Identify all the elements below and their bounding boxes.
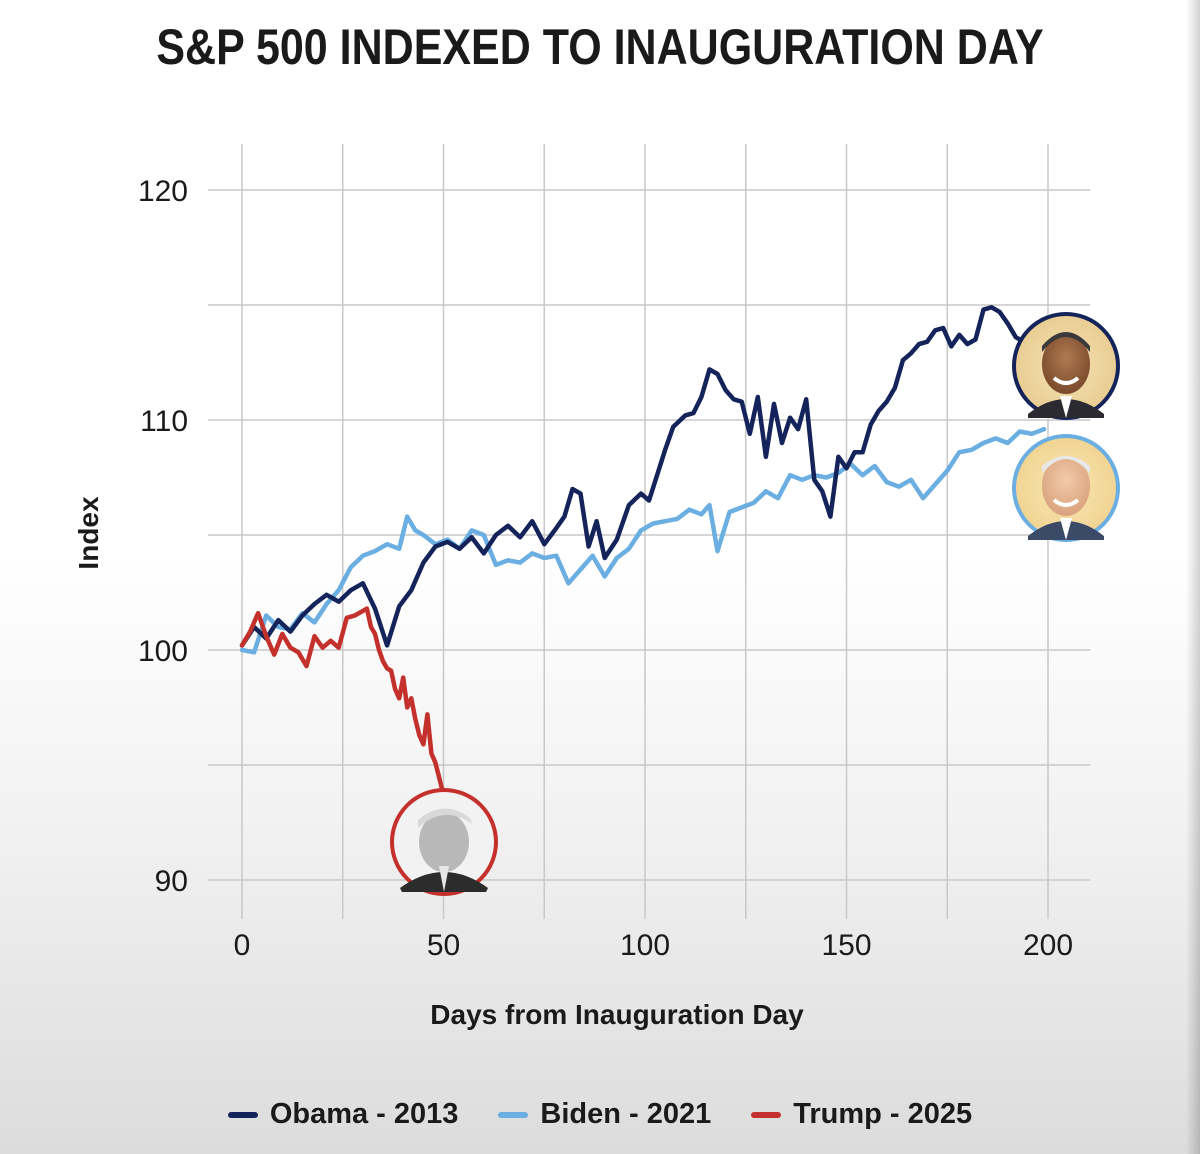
- tick-labels: 90 100 110 120 0 50 100 150 200: [138, 175, 1073, 962]
- legend-label: Obama - 2013: [269, 1098, 459, 1130]
- x-tick-label: 200: [1023, 929, 1073, 962]
- page-edge-shadow: [1186, 0, 1200, 1154]
- grid-lines: [208, 144, 1091, 919]
- x-tick-label: 50: [427, 929, 460, 962]
- legend-label: Trump - 2025: [793, 1098, 973, 1130]
- chart-title: S&P 500 INDEXED TO INAUGURATION DAY: [156, 19, 1044, 75]
- legend-item: Trump - 2025: [751, 1098, 972, 1131]
- biden-portrait-icon: [1012, 434, 1120, 542]
- legend-swatch: [751, 1111, 782, 1118]
- legend: Obama - 2013 Biden - 2021 Trump - 2025: [0, 1098, 1200, 1131]
- obama-portrait-icon: [1012, 312, 1120, 420]
- y-axis-label: Index: [73, 496, 104, 570]
- legend-swatch: [498, 1111, 529, 1118]
- trump-portrait-icon: [390, 788, 498, 896]
- y-tick-label: 100: [138, 635, 188, 668]
- series-line-trump: [239, 606, 446, 798]
- legend-item: Biden - 2021: [498, 1098, 711, 1131]
- x-tick-label: 100: [620, 929, 670, 962]
- series-line-biden: [239, 426, 1047, 655]
- x-tick-label: 0: [234, 929, 251, 962]
- series-line-obama: [239, 305, 1035, 648]
- legend-swatch: [227, 1111, 258, 1118]
- y-tick-label: 90: [155, 865, 188, 898]
- x-tick-label: 150: [821, 929, 871, 962]
- legend-item: Obama - 2013: [227, 1098, 459, 1131]
- x-axis-label: Days from Inauguration Day: [430, 999, 804, 1030]
- series-lines: [239, 305, 1047, 798]
- y-tick-label: 120: [138, 175, 188, 208]
- y-tick-label: 110: [140, 405, 188, 438]
- legend-label: Biden - 2021: [540, 1098, 712, 1130]
